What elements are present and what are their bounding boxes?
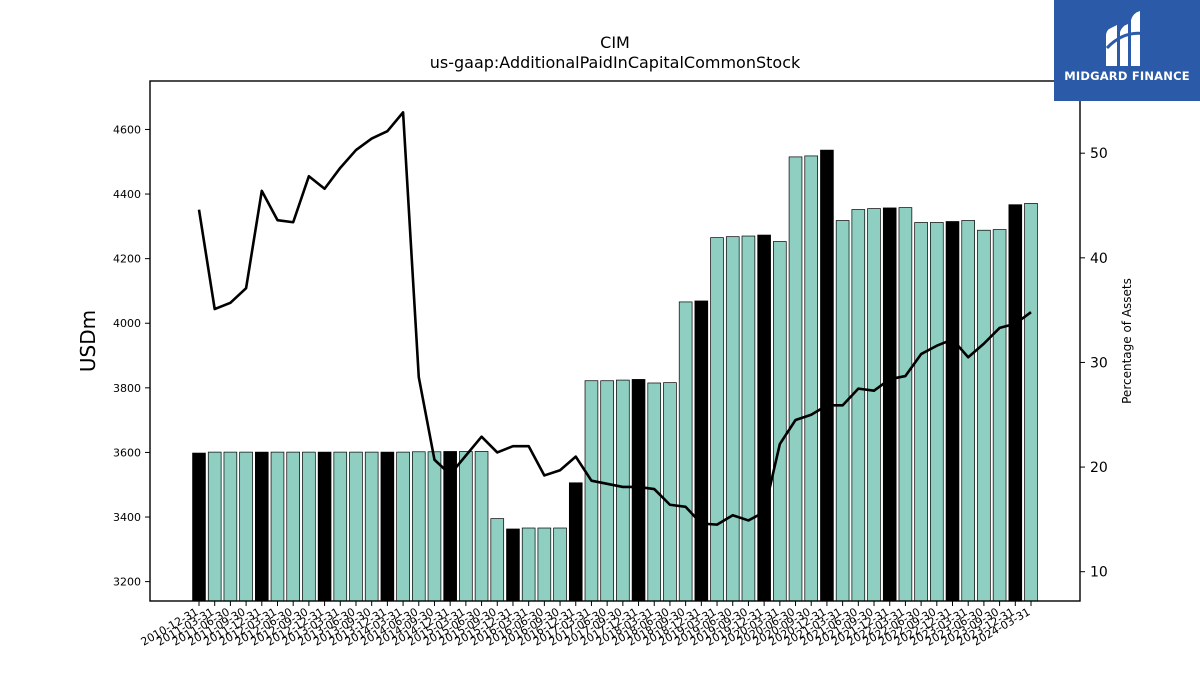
bar-2013-09-30 (364, 451, 379, 602)
bar-2015-03-31 (459, 451, 473, 602)
bar-2021-06-30 (851, 209, 866, 602)
y-tick-label: 3600 (113, 446, 141, 459)
bar-2011-09-30 (239, 451, 253, 602)
y-tick-label: 4600 (113, 123, 141, 136)
bar-2018-09-30 (678, 301, 693, 602)
left-axis: 3200 3400 3600 3800 4000 4200 4400 4600 (113, 123, 150, 589)
bar-2011-12-31 (255, 451, 269, 602)
bar-2017-12-31 (631, 379, 646, 602)
bar-2013-06-30 (349, 451, 363, 602)
bar-2013-12-31 (380, 451, 395, 602)
y2-tick-label: 20 (1090, 460, 1108, 476)
bar-2023-06-30 (977, 229, 991, 602)
y2-tick-label: 30 (1090, 355, 1108, 371)
y-axis-label: USDm (76, 310, 100, 372)
y-tick-label: 4000 (113, 317, 141, 330)
bar-2019-03-31 (710, 237, 724, 602)
right-axis: 10 20 30 40 50 (1080, 146, 1108, 581)
bar-2020-09-30 (804, 155, 819, 602)
percentage-line-layer (197, 111, 1032, 526)
y-tick-label: 4400 (113, 188, 141, 201)
bar-2024-03-31 (1024, 203, 1038, 602)
bar-2018-12-31 (694, 300, 709, 602)
midgard-logo-icon (1105, 11, 1147, 66)
bar-2019-09-30 (741, 235, 756, 602)
y2-tick-label: 10 (1090, 565, 1108, 581)
bar-2017-09-30 (616, 379, 630, 602)
bar-2018-06-30 (663, 382, 677, 602)
bar-2015-12-31 (506, 528, 520, 602)
bar-2013-03-31 (333, 451, 348, 602)
bar-2011-03-31 (207, 451, 222, 602)
bar-2020-12-31 (820, 149, 834, 602)
bar-2012-06-30 (286, 451, 300, 602)
bar-2010-12-31 (192, 452, 206, 602)
bar-2019-06-30 (725, 236, 740, 602)
chart-title: CIM (600, 33, 630, 52)
bar-2021-09-30 (867, 208, 881, 602)
bar-2014-03-31 (396, 451, 410, 602)
bar-2022-03-31 (898, 207, 913, 602)
bar-2011-06-30 (223, 451, 238, 602)
bar-2017-03-31 (584, 380, 599, 602)
bar-2012-09-30 (302, 451, 316, 602)
bar-2016-06-30 (537, 527, 552, 602)
plot-frame (149, 80, 1081, 602)
bar-2023-09-30 (992, 229, 1007, 602)
bar-2019-12-31 (757, 234, 771, 602)
bar-2015-06-30 (474, 451, 489, 602)
y2-tick-label: 50 (1090, 146, 1108, 162)
bar-2023-03-31 (961, 220, 975, 602)
bar-2023-12-31 (1008, 204, 1023, 602)
chart-subtitle: us-gaap:AdditionalPaidInCapitalCommonSto… (430, 53, 801, 72)
bar-2022-12-31 (945, 221, 960, 602)
bar-2012-03-31 (270, 451, 285, 602)
y-tick-label: 3200 (113, 576, 141, 589)
y-tick-label: 4200 (113, 253, 141, 266)
bar-2014-09-30 (427, 451, 442, 602)
bar-2020-03-31 (773, 241, 787, 602)
bar-2016-12-31 (568, 482, 583, 602)
bar-2016-09-30 (553, 527, 567, 602)
brand-name: MIDGARD FINANCE (1064, 69, 1190, 83)
y2-tick-label: 40 (1090, 251, 1108, 267)
brand-logo: MIDGARD FINANCE (1054, 0, 1200, 101)
bar-2022-09-30 (930, 222, 944, 602)
bar-2020-06-30 (788, 156, 803, 602)
bar-2017-06-30 (600, 380, 614, 602)
bar-2015-09-30 (490, 518, 505, 602)
bar-2016-03-31 (521, 527, 536, 602)
bar-2021-12-31 (882, 207, 897, 602)
y-tick-label: 3800 (113, 382, 141, 395)
bars (192, 149, 1038, 602)
percentage-of-assets-line (197, 111, 1032, 526)
y-tick-label: 3400 (113, 511, 141, 524)
bar-2022-06-30 (914, 222, 928, 602)
bar-2014-06-30 (411, 451, 426, 602)
y2-axis-label: Percentage of Assets (1120, 278, 1134, 404)
bar-2021-03-31 (835, 220, 850, 602)
x-axis: 2010-12-312011-03-312011-06-302011-09-30… (139, 601, 1033, 649)
bar-2012-12-31 (317, 451, 332, 602)
